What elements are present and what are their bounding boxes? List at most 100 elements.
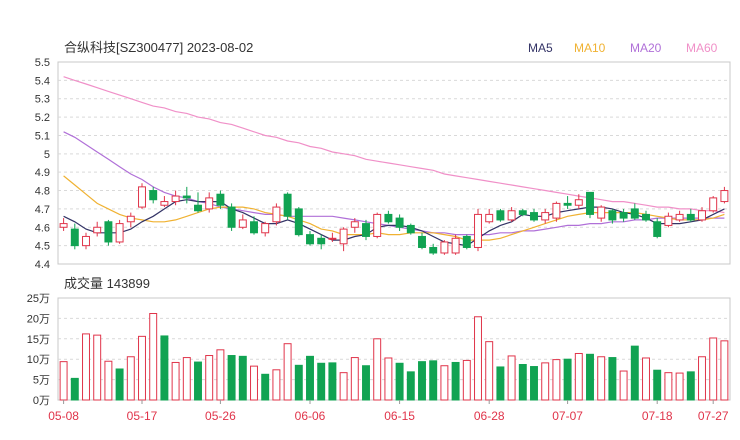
candle-body xyxy=(182,195,191,199)
candle xyxy=(597,205,606,222)
volume-bar xyxy=(418,361,426,401)
volume-bar xyxy=(70,377,79,401)
candle-body xyxy=(597,206,606,219)
candle-body xyxy=(194,204,202,212)
ma10-line xyxy=(63,175,725,241)
volume-bar xyxy=(619,370,628,401)
candle-body xyxy=(283,193,292,217)
candle-body xyxy=(630,208,639,219)
price-panel-frame xyxy=(57,61,731,265)
price-tick-label: 5.1 xyxy=(35,130,50,142)
candle-body xyxy=(216,193,225,206)
volume-bar xyxy=(59,361,68,401)
x-tick-label: 05-17 xyxy=(127,409,158,423)
candle xyxy=(451,234,460,255)
candle xyxy=(429,243,438,255)
candle-body xyxy=(462,235,471,248)
candle-body xyxy=(115,223,124,243)
candle xyxy=(630,203,639,220)
candle xyxy=(250,216,258,235)
volume-bar xyxy=(395,362,404,401)
candle xyxy=(462,234,471,250)
candle xyxy=(686,208,695,222)
candle xyxy=(328,232,337,242)
candle-body xyxy=(339,228,348,245)
volume-bar xyxy=(138,335,146,401)
volume-tick-label: 20万 xyxy=(27,313,50,325)
volume-bar xyxy=(608,357,617,401)
volume-bar xyxy=(104,360,113,401)
candle-body xyxy=(485,213,494,223)
candle-body xyxy=(250,221,258,234)
candle-body xyxy=(642,213,650,221)
volume-bar xyxy=(462,359,471,401)
volume-bar xyxy=(698,356,706,401)
volume-tick-label: 25万 xyxy=(27,293,50,305)
x-tick-label: 06-28 xyxy=(474,409,505,423)
volume-bar xyxy=(675,372,684,401)
volume-bar xyxy=(261,373,270,401)
candle-body xyxy=(149,190,158,201)
candle xyxy=(406,223,415,235)
candle xyxy=(720,186,729,204)
volume-bar xyxy=(496,366,505,401)
candle-body xyxy=(686,213,695,221)
volume-tick-label: 5万 xyxy=(33,375,50,387)
candle xyxy=(563,196,572,209)
candle-body xyxy=(350,221,359,228)
candle-body xyxy=(104,221,113,243)
legend-ma60: MA60 xyxy=(686,41,718,55)
candle-body xyxy=(496,210,505,221)
x-tick-label: 05-26 xyxy=(205,409,236,423)
volume-bar xyxy=(474,316,482,401)
candle-body xyxy=(261,223,270,234)
volume-bar xyxy=(709,337,718,401)
legend-ma5: MA5 xyxy=(528,41,553,55)
volume-bar xyxy=(238,355,247,401)
volume-bar xyxy=(653,369,662,401)
candle-body xyxy=(272,206,281,223)
candle xyxy=(149,186,158,204)
candle xyxy=(574,194,583,209)
candle-body xyxy=(664,215,673,226)
x-tick-label: 07-18 xyxy=(642,409,673,423)
volume-bar xyxy=(440,365,449,401)
candle xyxy=(272,203,281,226)
candle xyxy=(70,223,79,250)
candle xyxy=(182,186,191,204)
candle xyxy=(653,218,662,239)
volume-tick-label: 10万 xyxy=(27,354,50,366)
x-tick-label: 05-08 xyxy=(48,409,79,423)
candle xyxy=(306,230,314,246)
candle-body xyxy=(205,197,214,210)
candle xyxy=(138,183,146,209)
volume-bar xyxy=(171,361,180,401)
ma20-line xyxy=(63,131,725,236)
candle-body xyxy=(59,223,68,228)
candle-body xyxy=(384,213,393,223)
candle xyxy=(362,219,370,241)
candle xyxy=(485,208,494,224)
volume-bar xyxy=(93,334,102,401)
price-tick-label: 5.4 xyxy=(35,75,50,87)
x-tick-label: 06-06 xyxy=(295,409,326,423)
price-chart-title: 合纵科技[SZ300477] 2023-08-02 xyxy=(64,40,253,55)
volume-bar xyxy=(720,340,729,401)
candle-body xyxy=(653,221,662,237)
volume-bar xyxy=(149,313,158,401)
candle xyxy=(698,207,706,222)
volume-bar xyxy=(552,359,561,401)
candle-body xyxy=(138,186,146,208)
ma5-line xyxy=(63,199,725,247)
candle-body xyxy=(395,217,404,228)
candle-body xyxy=(294,208,303,236)
candle xyxy=(541,208,550,224)
ma60-line xyxy=(63,76,725,214)
volume-bar xyxy=(306,355,314,401)
candle-body xyxy=(619,212,628,219)
volume-bar xyxy=(384,357,393,401)
candle xyxy=(216,190,225,209)
candle-body xyxy=(93,226,102,234)
